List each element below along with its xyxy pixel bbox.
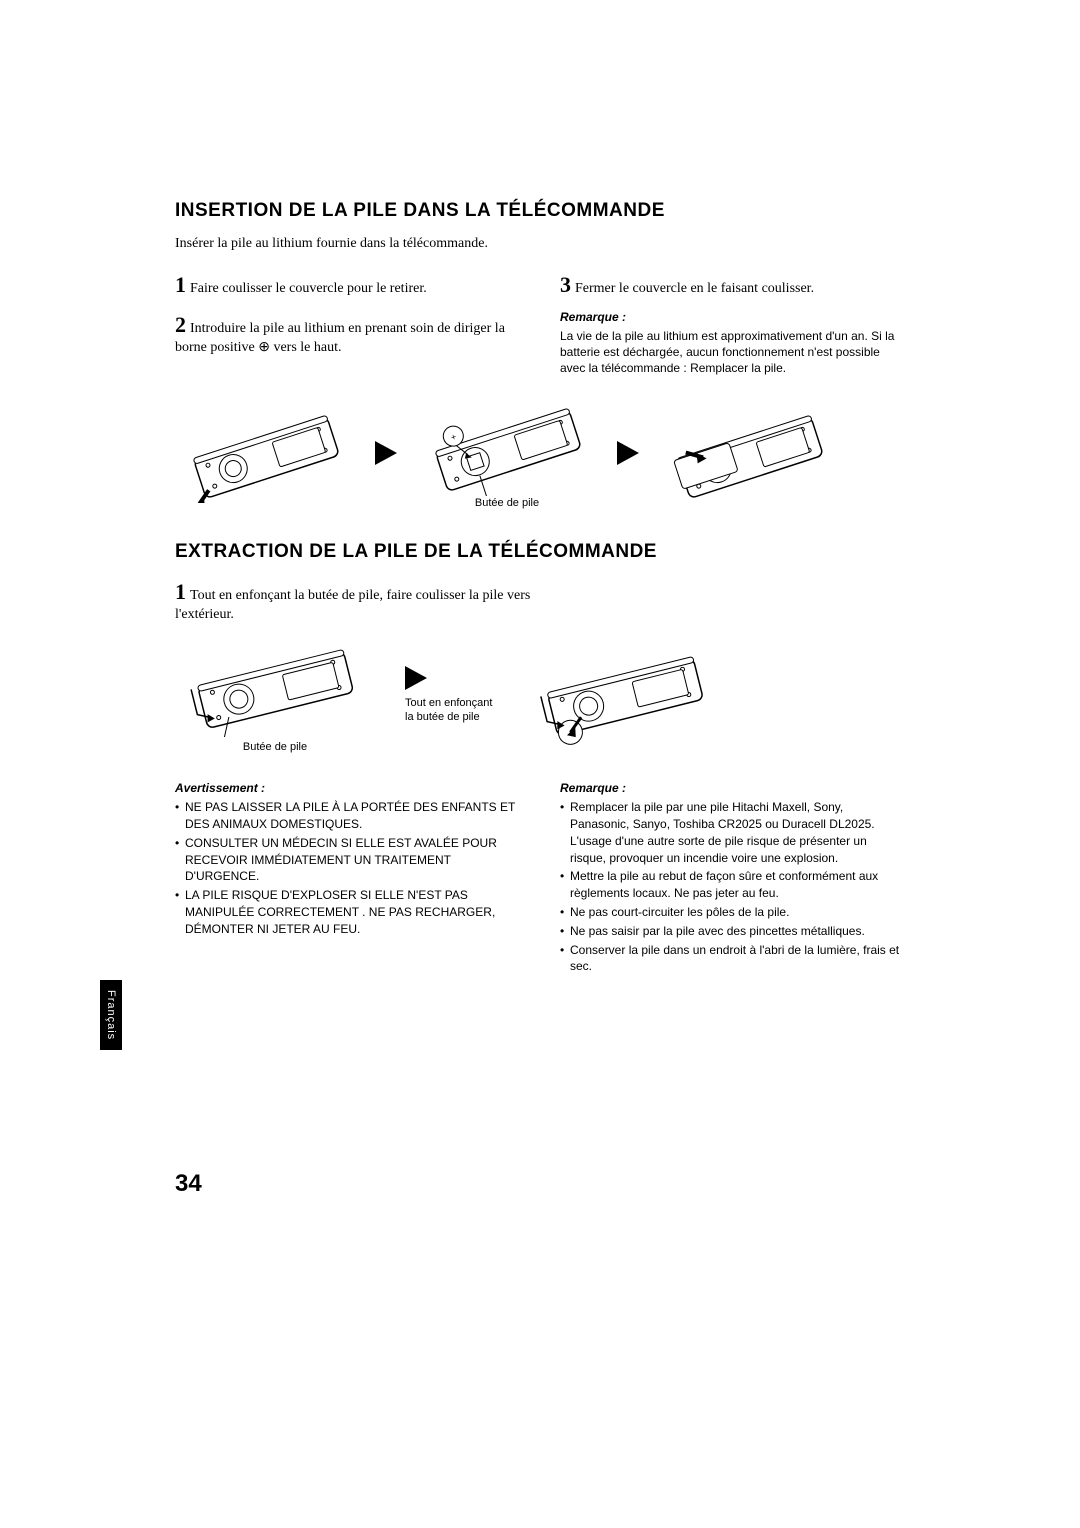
note-item: Conserver la pile dans un endroit à l'ab…: [560, 942, 905, 976]
step3-num: 3: [560, 272, 571, 297]
note-body: La vie de la pile au lithium est approxi…: [560, 328, 905, 377]
step2-text: Introduire la pile au lithium en prenant…: [175, 321, 505, 356]
warning-col: Avertissement : NE PAS LAISSER LA PILE À…: [175, 781, 520, 977]
step3: 3 Fermer le couvercle en le faisant couli…: [560, 270, 905, 300]
arrow-icon-3: [405, 666, 427, 690]
s2-step1-num: 1: [175, 579, 186, 604]
section2-notes: Avertissement : NE PAS LAISSER LA PILE À…: [175, 781, 905, 977]
section2-diagrams: Butée de pile Tout en enfonçant la butée…: [175, 637, 905, 753]
note-item: Ne pas court-circuiter les pôles de la p…: [560, 904, 905, 921]
warn-item: NE PAS LAISSER LA PILE À LA PORTÉE DES E…: [175, 799, 520, 833]
warn-heading: Avertissement :: [175, 781, 520, 795]
diagram2-caption: Butée de pile: [417, 496, 597, 510]
note-heading: Remarque :: [560, 310, 905, 324]
section1-steps: 1 Faire coulisser le couvercle pour le re…: [175, 270, 905, 376]
note2-heading: Remarque :: [560, 781, 905, 795]
section2-title: EXTRACTION DE LA PILE DE LA TÉLÉCOMMANDE: [175, 541, 905, 563]
step1-text: Faire coulisser le couvercle pour le ret…: [190, 281, 427, 296]
section1-intro: Insérer la pile au lithium fournie dans …: [175, 236, 905, 252]
warn-item: LA PILE RISQUE D'EXPLOSER SI ELLE N'EST …: [175, 887, 520, 937]
note-item: Mettre la pile au rebut de façon sûre et…: [560, 868, 905, 902]
step1: 1 Faire coulisser le couvercle pour le re…: [175, 270, 520, 300]
arrow-icon-2: [617, 441, 639, 465]
s2-diagram1-wrap: Butée de pile: [175, 637, 375, 753]
s2-arrow-block: Tout en enfonçant la butée de pile: [405, 666, 495, 725]
section1-diagrams: + Butée de pile: [175, 396, 905, 510]
s2-caption1: Butée de pile: [175, 741, 375, 753]
step1-num: 1: [175, 272, 186, 297]
warn-list: NE PAS LAISSER LA PILE À LA PORTÉE DES E…: [175, 799, 520, 937]
section1-title: INSERTION DE LA PILE DANS LA TÉLÉCOMMAND…: [175, 200, 905, 222]
step3-text: Fermer le couvercle en le faisant coulis…: [575, 281, 814, 296]
section1-note: Remarque : La vie de la pile au lithium …: [560, 310, 905, 377]
s2-step1-text: Tout en enfonçant la butée de pile, fair…: [175, 588, 530, 623]
step2: 2Introduire la pile au lithium en prenan…: [175, 310, 520, 359]
arrow-icon: [375, 441, 397, 465]
remote-diagram-2-wrap: + Butée de pile: [417, 396, 597, 510]
section2-step1: 1Tout en enfonçant la butée de pile, fai…: [175, 577, 577, 626]
remark-col: Remarque : Remplacer la pile par une pil…: [560, 781, 905, 977]
note-list: Remplacer la pile par une pile Hitachi M…: [560, 799, 905, 975]
manual-page: INSERTION DE LA PILE DANS LA TÉLÉCOMMAND…: [0, 0, 1080, 1528]
remote-diagram-1: [175, 403, 355, 503]
s2-diagram-2: [525, 640, 725, 750]
step2-num: 2: [175, 312, 186, 337]
note-item: Ne pas saisir par la pile avec des pince…: [560, 923, 905, 940]
section1-left: 1 Faire coulisser le couvercle pour le re…: [175, 270, 520, 376]
s2-diagram-1: [175, 637, 375, 737]
s2-caption2: Tout en enfonçant la butée de pile: [405, 696, 495, 725]
note-item: Remplacer la pile par une pile Hitachi M…: [560, 799, 905, 866]
section1-right: 3 Fermer le couvercle en le faisant couli…: [560, 270, 905, 376]
page-number: 34: [175, 1170, 202, 1198]
language-tab: Français: [100, 980, 122, 1050]
remote-diagram-2: +: [417, 396, 597, 496]
warn-item: CONSULTER UN MÉDECIN SI ELLE EST AVALÉE …: [175, 835, 520, 885]
remote-diagram-3: [659, 403, 839, 503]
